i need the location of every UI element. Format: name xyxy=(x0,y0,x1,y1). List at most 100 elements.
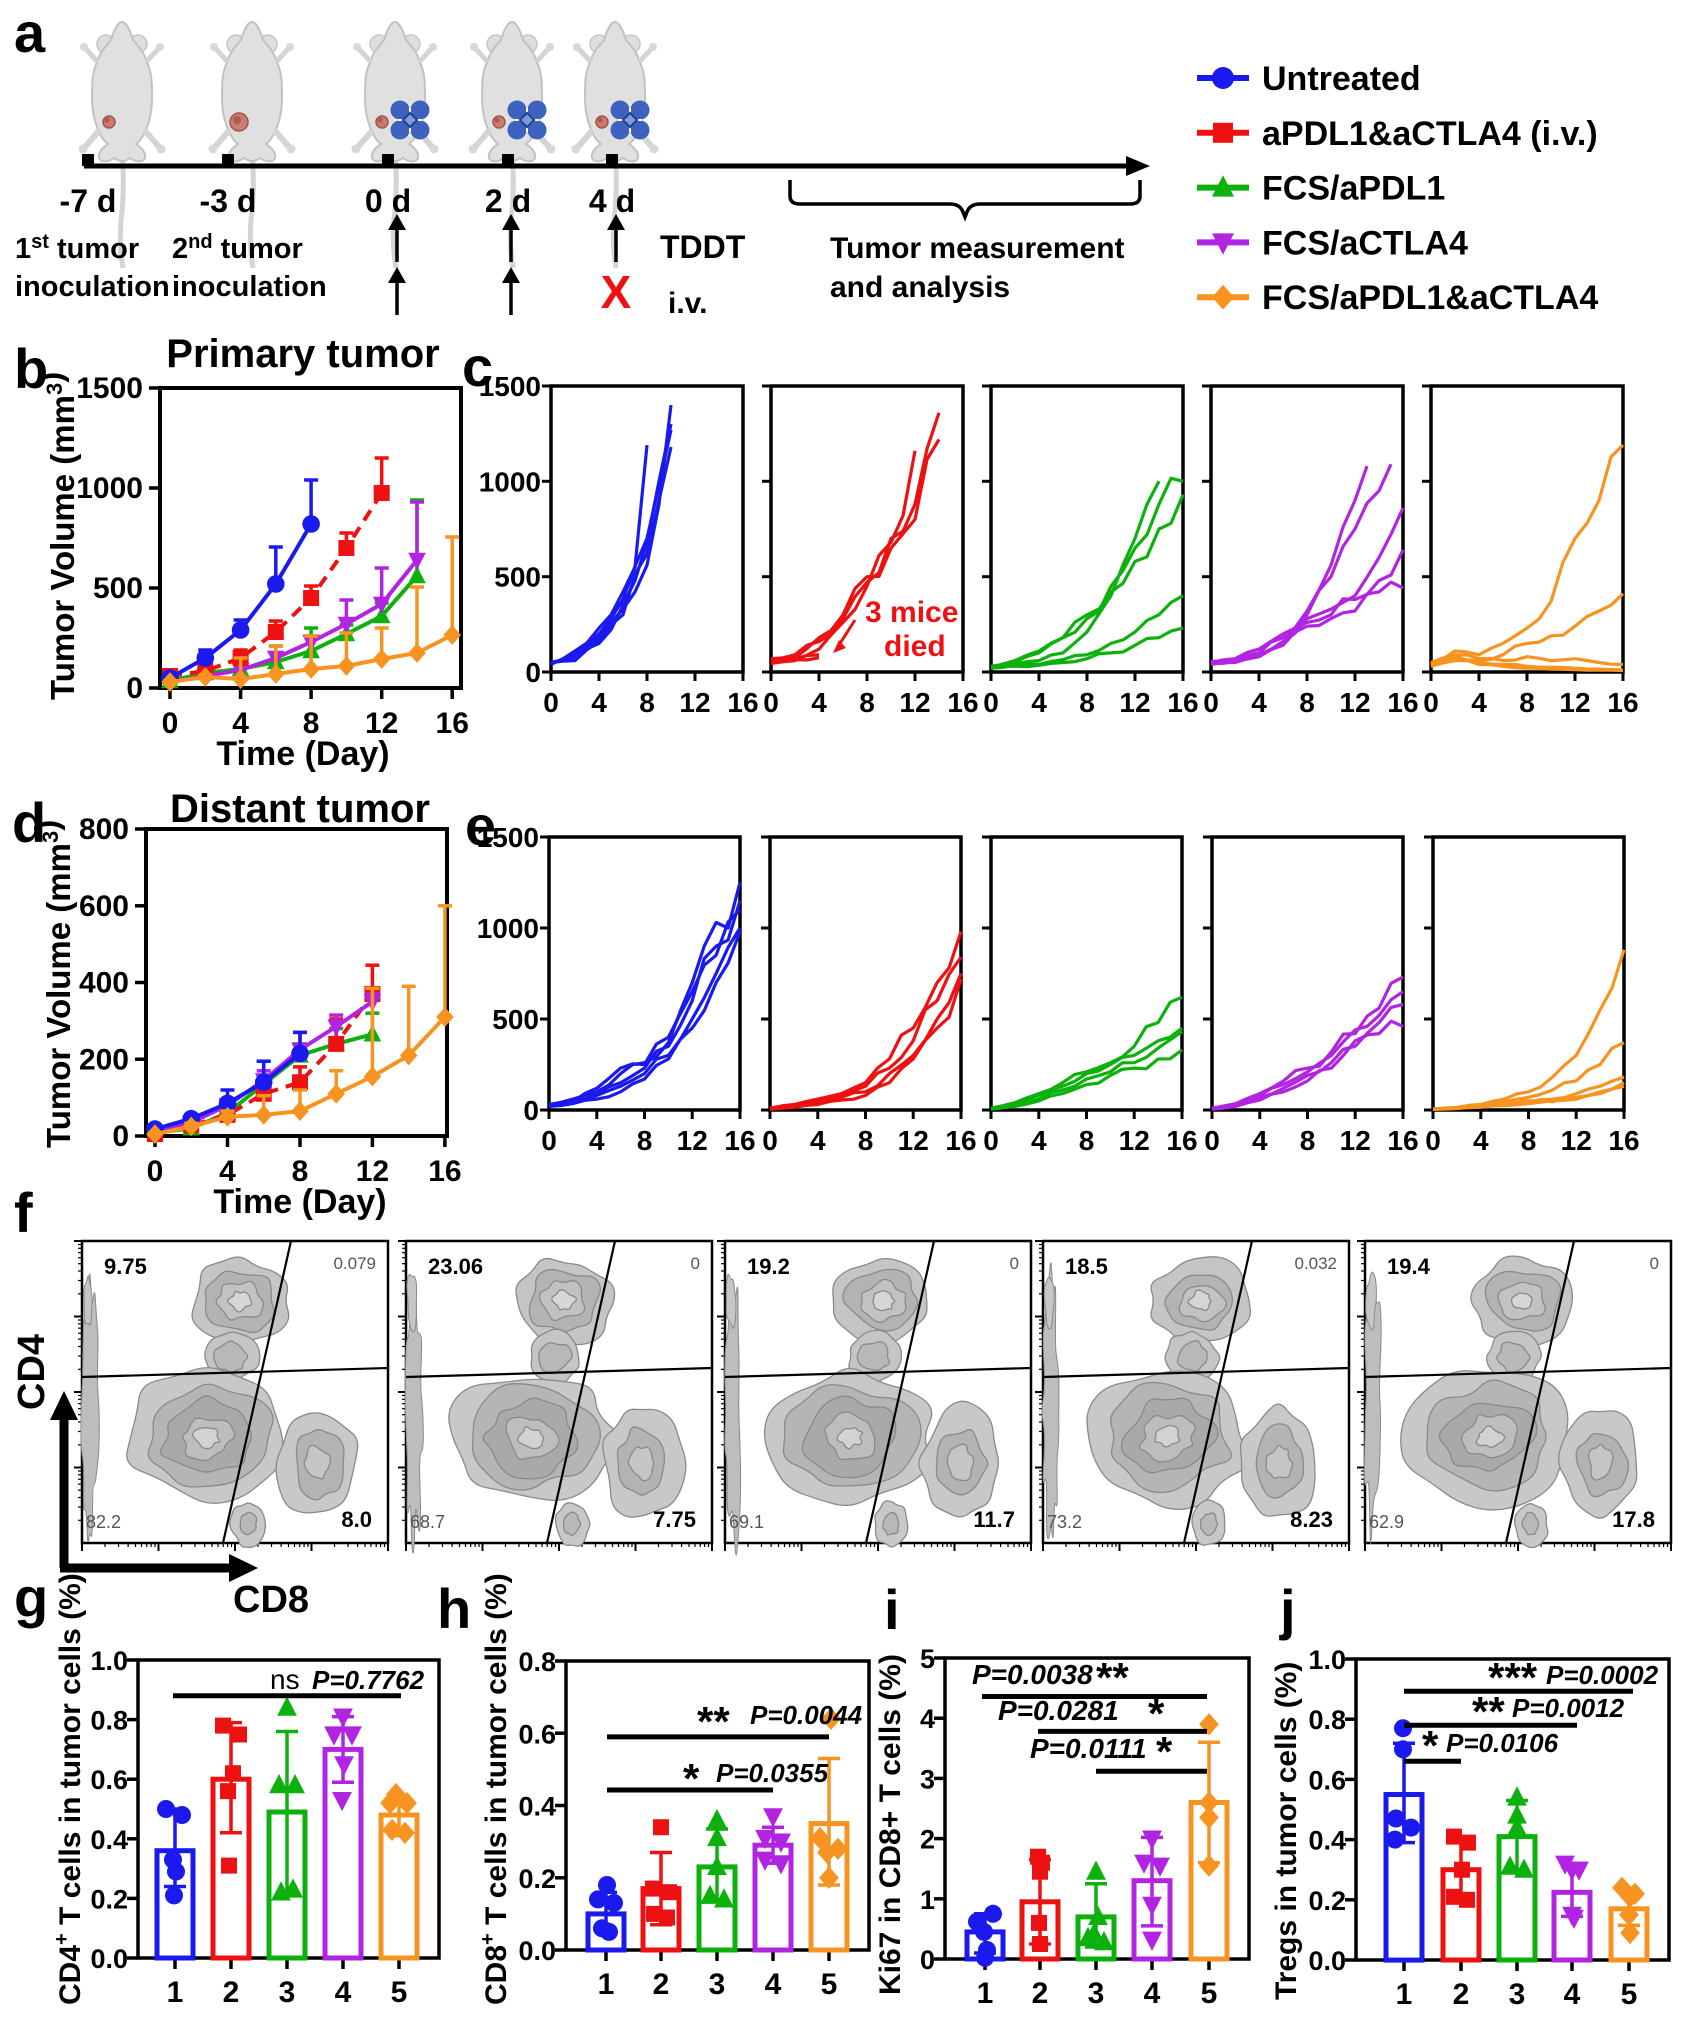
svg-text:inoculation: inoculation xyxy=(172,271,327,303)
svg-text:18.5: 18.5 xyxy=(1065,1254,1108,1279)
svg-text:1500: 1500 xyxy=(479,371,541,402)
svg-text:P=0.0038: P=0.0038 xyxy=(972,1659,1093,1690)
svg-text:1500: 1500 xyxy=(76,372,143,405)
svg-text:aPDL1&aCTLA4 (i.v.): aPDL1&aCTLA4 (i.v.) xyxy=(1262,115,1598,153)
svg-text:5: 5 xyxy=(821,1968,838,2001)
svg-text:16: 16 xyxy=(1167,687,1198,718)
svg-text:12: 12 xyxy=(1119,1125,1150,1156)
svg-text:16: 16 xyxy=(1387,687,1418,718)
svg-text:0.6: 0.6 xyxy=(518,1719,556,1749)
svg-text:0.0: 0.0 xyxy=(90,1944,128,1974)
svg-text:0: 0 xyxy=(762,1125,778,1156)
svg-text:Time (Day): Time (Day) xyxy=(213,1183,386,1221)
svg-text:and analysis: and analysis xyxy=(830,271,1010,304)
svg-text:CD4+ T cells in tumor cells (%: CD4+ T cells in tumor cells (%) xyxy=(51,1573,87,2005)
svg-text:1000: 1000 xyxy=(479,466,541,497)
svg-text:FCS/aPDL1&aCTLA4: FCS/aPDL1&aCTLA4 xyxy=(1262,279,1598,317)
svg-text:2 d: 2 d xyxy=(485,183,531,219)
svg-text:**: ** xyxy=(697,1698,730,1745)
svg-text:12: 12 xyxy=(356,1155,389,1188)
svg-text:4: 4 xyxy=(1564,1978,1581,2011)
svg-text:17.8: 17.8 xyxy=(1612,1507,1655,1532)
svg-text:5: 5 xyxy=(1621,1978,1638,2011)
svg-text:19.4: 19.4 xyxy=(1387,1254,1431,1279)
svg-text:0.6: 0.6 xyxy=(90,1765,128,1795)
svg-text:11.7: 11.7 xyxy=(973,1507,1015,1532)
svg-text:2: 2 xyxy=(920,1825,935,1855)
svg-text:16: 16 xyxy=(428,1155,461,1188)
svg-text:4: 4 xyxy=(335,1976,352,2009)
svg-text:8: 8 xyxy=(292,1155,309,1188)
svg-text:8: 8 xyxy=(1299,687,1315,718)
svg-text:16: 16 xyxy=(945,1125,976,1156)
svg-text:500: 500 xyxy=(492,1004,539,1035)
svg-text:h: h xyxy=(437,1577,471,1640)
svg-text:X: X xyxy=(601,266,632,318)
svg-text:2: 2 xyxy=(1032,1977,1049,2010)
svg-text:800: 800 xyxy=(79,813,129,846)
svg-text:12: 12 xyxy=(1559,687,1590,718)
svg-text:0: 0 xyxy=(983,1125,999,1156)
svg-text:i.v.: i.v. xyxy=(668,287,707,320)
svg-text:i: i xyxy=(884,1578,900,1641)
svg-text:-7 d: -7 d xyxy=(60,183,117,219)
svg-text:0: 0 xyxy=(763,687,779,718)
svg-text:0: 0 xyxy=(541,1125,557,1156)
svg-text:5: 5 xyxy=(1201,1977,1218,2010)
svg-text:4: 4 xyxy=(219,1155,236,1188)
svg-text:8: 8 xyxy=(637,1125,653,1156)
svg-text:Distant tumor: Distant tumor xyxy=(170,787,430,831)
svg-text:4: 4 xyxy=(810,1125,826,1156)
svg-text:8: 8 xyxy=(858,1125,874,1156)
svg-text:g: g xyxy=(14,1566,48,1629)
svg-text:*: * xyxy=(1148,1690,1165,1737)
svg-text:16: 16 xyxy=(1387,1125,1418,1156)
svg-text:8: 8 xyxy=(1079,687,1095,718)
svg-text:FCS/aPDL1: FCS/aPDL1 xyxy=(1262,170,1445,208)
svg-text:b: b xyxy=(14,337,48,400)
svg-text:7.75: 7.75 xyxy=(653,1507,696,1532)
svg-text:0: 0 xyxy=(983,687,999,718)
svg-text:4: 4 xyxy=(1031,1125,1047,1156)
svg-text:0.0: 0.0 xyxy=(1308,1946,1346,1976)
svg-text:0 d: 0 d xyxy=(365,183,411,219)
svg-text:16: 16 xyxy=(1608,1125,1639,1156)
svg-text:4: 4 xyxy=(920,1704,935,1734)
svg-text:Time (Day): Time (Day) xyxy=(216,735,389,773)
svg-text:***: *** xyxy=(1488,1654,1538,1701)
svg-text:ns: ns xyxy=(270,1664,300,1695)
svg-text:1: 1 xyxy=(1396,1978,1413,2011)
svg-text:16: 16 xyxy=(947,687,978,718)
svg-text:c: c xyxy=(462,335,493,398)
svg-text:4: 4 xyxy=(1473,1125,1489,1156)
svg-text:1.0: 1.0 xyxy=(1308,1645,1346,1675)
svg-text:62.9: 62.9 xyxy=(1369,1512,1404,1532)
svg-text:3: 3 xyxy=(1509,1978,1526,2011)
svg-text:f: f xyxy=(14,1181,33,1244)
svg-text:5: 5 xyxy=(391,1976,408,2009)
svg-text:4: 4 xyxy=(765,1968,782,2001)
svg-text:600: 600 xyxy=(79,890,129,923)
svg-text:8: 8 xyxy=(1521,1125,1537,1156)
svg-text:4: 4 xyxy=(1144,1977,1161,2010)
svg-text:12: 12 xyxy=(365,707,398,740)
svg-text:Untreated: Untreated xyxy=(1262,60,1421,98)
svg-text:0.4: 0.4 xyxy=(1308,1826,1346,1856)
svg-text:**: ** xyxy=(1096,1654,1129,1701)
svg-text:5: 5 xyxy=(920,1644,935,1674)
svg-text:1: 1 xyxy=(598,1968,615,2001)
svg-text:0: 0 xyxy=(1423,687,1439,718)
svg-text:-3 d: -3 d xyxy=(200,183,257,219)
svg-text:12: 12 xyxy=(1119,687,1150,718)
svg-text:1000: 1000 xyxy=(76,472,143,505)
svg-text:died: died xyxy=(884,630,946,663)
svg-text:CD8: CD8 xyxy=(233,1579,309,1621)
svg-text:P=0.0044: P=0.0044 xyxy=(750,1700,863,1730)
svg-text:3: 3 xyxy=(920,1764,935,1794)
svg-text:12: 12 xyxy=(898,1125,929,1156)
svg-text:0.2: 0.2 xyxy=(90,1884,128,1914)
svg-text:12: 12 xyxy=(1561,1125,1592,1156)
svg-text:4 d: 4 d xyxy=(589,183,635,219)
svg-text:16: 16 xyxy=(727,687,758,718)
svg-text:a: a xyxy=(14,1,46,64)
